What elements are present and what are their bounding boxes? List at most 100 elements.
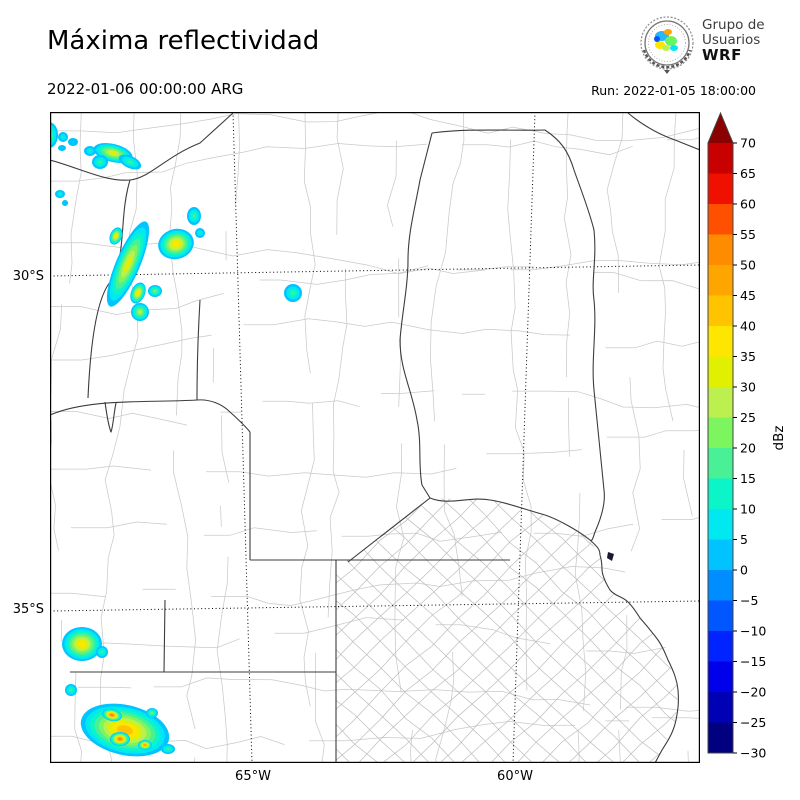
partido-line: [336, 641, 459, 763]
partido-line: [483, 498, 678, 690]
department-line: [78, 677, 700, 712]
department-line: [72, 618, 695, 654]
partido-line: [457, 498, 678, 712]
colorbar-segment: [708, 539, 733, 571]
cell-ring-35dbz: [172, 241, 180, 247]
cell-ring-5dbz: [61, 147, 63, 149]
cell-ring-30dbz: [109, 151, 117, 155]
cell-ring-15dbz: [127, 160, 133, 164]
valid-time-label: 2022-01-06 00:00:00 ARG: [47, 80, 244, 98]
colorbar-segment: [708, 295, 733, 327]
cell-ring-10dbz: [88, 150, 92, 152]
parallel-30s: [50, 264, 700, 277]
xtick-60w: 60°W: [497, 769, 533, 784]
colorbar-tick-label: 35: [740, 349, 756, 364]
colorbar-tick-label: −5: [740, 593, 758, 608]
reflectivity-cell: [58, 132, 68, 142]
reflectivity-cell: [92, 155, 108, 169]
colorbar-segment: [708, 692, 733, 723]
cell-ring-10dbz: [62, 136, 64, 138]
cell-ring-15dbz: [166, 748, 170, 750]
partido-line: [336, 616, 485, 763]
colorbar-tick-label: 15: [740, 471, 756, 486]
reflectivity-cell: [106, 221, 150, 307]
buenos-aires-city-marker: [607, 552, 614, 561]
partido-line: [561, 498, 678, 612]
meridian-60w: [512, 112, 536, 763]
colorbar-tick-label: 25: [740, 410, 756, 425]
department-line: [50, 717, 700, 749]
graticule-dotted-lines: [50, 112, 700, 763]
partido-line: [336, 498, 511, 669]
reflectivity-cell: [102, 708, 122, 722]
colorbar-segment: [708, 570, 733, 601]
colorbar-tick-label: 5: [740, 532, 748, 547]
department-line: [50, 318, 700, 361]
department-boundaries: [50, 112, 700, 763]
cell-ring-15dbz: [192, 214, 196, 218]
partido-line: [336, 498, 485, 643]
partido-line: [336, 539, 563, 763]
colorbar-segment: [708, 204, 733, 235]
cell-ring-35dbz: [78, 640, 86, 648]
cell-ring-50dbz: [110, 713, 114, 717]
partido-line: [336, 498, 563, 717]
cell-ring-50dbz: [118, 737, 122, 741]
partido-line: [639, 498, 678, 536]
colorbar-segment: [708, 600, 733, 632]
reflectivity-cell: [68, 138, 78, 146]
cell-ring-5dbz: [64, 202, 66, 204]
parallel-35s: [50, 600, 700, 612]
ytick-30s: 30°S: [12, 269, 44, 284]
colorbar-segment: [708, 143, 733, 174]
map-border: [50, 112, 700, 763]
partido-line: [353, 498, 641, 763]
partido-line: [336, 498, 381, 544]
run-time-label: Run: 2022-01-05 18:00:00: [591, 83, 756, 98]
department-line: [50, 241, 700, 275]
partido-line: [336, 498, 537, 690]
partido-line: [405, 498, 678, 763]
colorbar-segments: [708, 143, 733, 754]
logo-org-line2: Usuarios: [702, 32, 761, 48]
colorbar-tick-label: 65: [740, 166, 756, 181]
colorbar-units-label: dBz: [771, 425, 787, 451]
partido-line: [336, 498, 589, 745]
department-line: [606, 112, 641, 763]
cell-ring-45dbz: [143, 744, 147, 746]
colorbar-ticks: 7065605550454035302520151050−5−10−15−20−…: [733, 135, 766, 760]
partido-line: [336, 518, 589, 763]
cell-ring-35dbz: [136, 291, 140, 295]
partido-line: [431, 498, 678, 736]
reflectivity-cell: [284, 284, 302, 302]
reflectivity-cell: [195, 228, 205, 238]
reflectivity-cell: [146, 708, 158, 718]
xtick-65w: 65°W: [235, 769, 271, 784]
colorbar: 7065605550454035302520151050−5−10−15−20−…: [707, 111, 766, 760]
colorbar-tick-label: −15: [740, 654, 766, 669]
reflectivity-cell: [80, 703, 170, 757]
partido-line: [379, 498, 667, 761]
reflectivity-cell: [55, 190, 65, 198]
colorbar-tick-label: 30: [740, 379, 756, 394]
colorbar-tick-label: −20: [740, 684, 766, 699]
cell-ring-15dbz: [98, 160, 102, 164]
partido-line: [336, 715, 381, 763]
reflectivity-cell: [62, 200, 68, 206]
reflectivity-cell: [161, 744, 175, 754]
colorbar-tick-label: 0: [740, 562, 748, 577]
colorbar-segment: [708, 631, 733, 662]
colorbar-over-arrow: [708, 113, 733, 143]
cell-ring-30dbz: [124, 256, 132, 272]
cell-ring-20dbz: [150, 712, 154, 714]
partido-line: [336, 694, 407, 763]
reflectivity-cell: [109, 227, 123, 245]
department-line: [430, 112, 465, 763]
department-line: [50, 390, 700, 426]
partido-line: [509, 598, 678, 763]
department-line: [658, 112, 693, 763]
department-line: [300, 112, 315, 735]
partido-line: [561, 646, 678, 763]
reflectivity-cell: [96, 646, 108, 658]
reflectivity-cell: [62, 627, 102, 661]
